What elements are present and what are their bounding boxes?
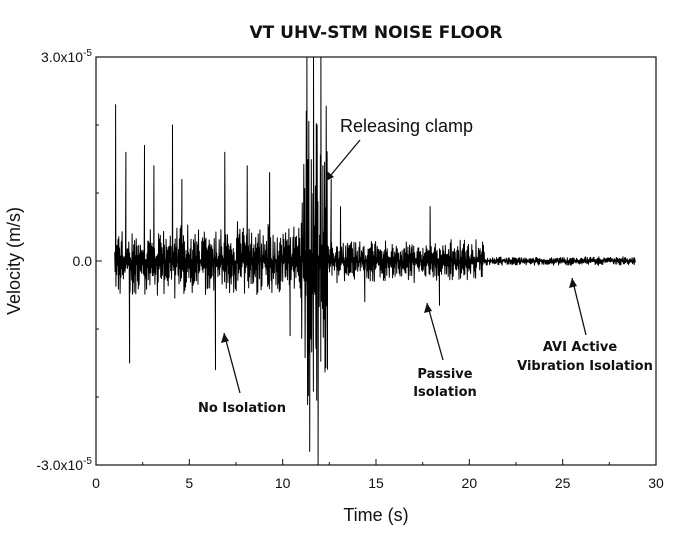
annotation-label: Vibration Isolation	[517, 359, 653, 374]
annotation-label: AVI Active	[543, 340, 618, 355]
y-tick-label: -3.0x10-5	[36, 456, 92, 473]
velocity-series-line	[114, 56, 636, 466]
y-axis-label: Velocity (m/s)	[4, 207, 24, 315]
arrow-head-icon	[424, 303, 432, 313]
arrow-head-icon	[221, 333, 229, 343]
annotation-passive-isolation: Passive Isolation	[413, 302, 477, 400]
annotation-avi-active-isolation: AVI Active Vibration Isolation	[517, 277, 653, 374]
annotation-arrow	[426, 302, 444, 361]
plot-frame	[95, 56, 657, 466]
x-tick-label: 10	[275, 475, 291, 491]
chart-title: VT UHV-STM NOISE FLOOR	[250, 23, 503, 43]
annotation-releasing-clamp: Releasing clamp	[325, 116, 473, 182]
annotation-label: Passive	[417, 367, 472, 382]
x-axis-label: Time (s)	[343, 505, 408, 525]
annotation-no-isolation: No Isolation	[198, 332, 286, 416]
arrow-head-icon	[569, 278, 577, 288]
y-axis-ticks: 3.0x10-5 0.0 -3.0x10-5	[36, 48, 102, 473]
annotation-label: Releasing clamp	[340, 116, 473, 136]
x-tick-label: 5	[185, 475, 193, 491]
annotation-arrow	[223, 332, 241, 394]
y-tick-label: 3.0x10-5	[41, 48, 92, 65]
x-tick-label: 20	[462, 475, 478, 491]
x-tick-label: 0	[92, 475, 100, 491]
x-tick-label: 30	[648, 475, 664, 491]
x-tick-label: 15	[368, 475, 384, 491]
y-tick-label: 0.0	[73, 253, 93, 269]
annotation-label: Isolation	[413, 385, 477, 400]
annotation-label: No Isolation	[198, 401, 286, 416]
annotation-arrow	[571, 277, 587, 336]
arrow-head-icon	[326, 171, 334, 181]
annotation-arrow	[325, 139, 361, 182]
x-tick-label: 25	[555, 475, 571, 491]
x-axis-ticks: 0 5 10 15 20 25 30	[92, 459, 664, 491]
